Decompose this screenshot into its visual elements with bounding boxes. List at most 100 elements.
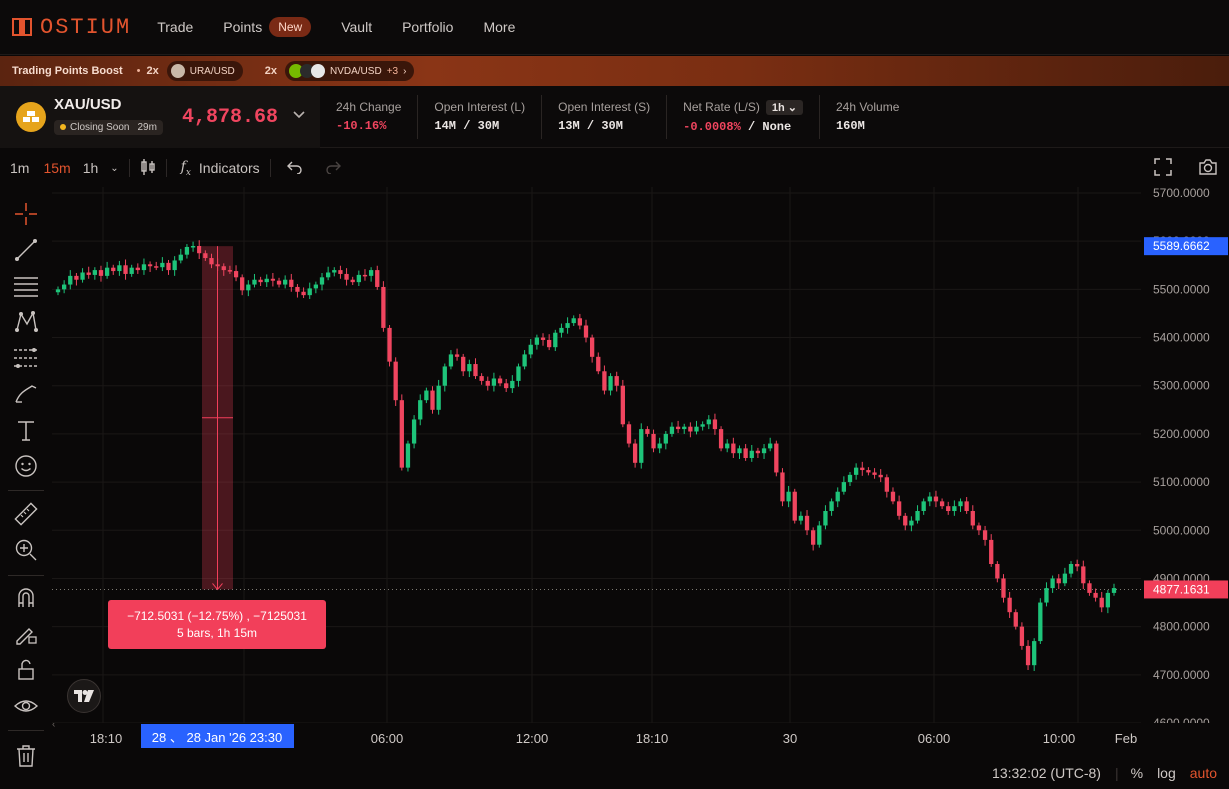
chevron-right-icon: › <box>403 65 407 77</box>
redo-icon[interactable] <box>325 160 341 177</box>
fullscreen-icon[interactable] <box>1154 157 1172 179</box>
scroll-left-icon[interactable]: ‹ <box>52 723 55 730</box>
brush-icon[interactable] <box>12 380 40 408</box>
timeframe-1m[interactable]: 1m <box>10 160 30 176</box>
eye-icon[interactable] <box>12 692 40 720</box>
stat-label: 24h Change <box>336 100 402 114</box>
candle <box>786 485 791 508</box>
candle <box>319 272 325 291</box>
candle <box>823 505 828 530</box>
candle-body <box>700 424 705 427</box>
candle <box>952 500 957 516</box>
time-axis[interactable]: 18:10 06:00 12:00 18:10 30 06:00 10:00 Feb 28 、 … <box>52 723 1141 753</box>
emoji-icon[interactable] <box>12 452 40 480</box>
candle <box>528 338 533 359</box>
candle <box>1007 591 1012 618</box>
candle <box>1093 588 1098 602</box>
candle <box>264 274 269 287</box>
candle <box>405 440 411 472</box>
candle <box>878 469 883 483</box>
ruler-icon[interactable] <box>12 500 40 528</box>
candle <box>368 267 374 282</box>
candle-body <box>485 380 490 386</box>
candles-icon[interactable] <box>140 158 156 179</box>
unlock-icon[interactable] <box>12 656 40 684</box>
boost-pair-nvda-label: NVDA/USD <box>330 65 382 77</box>
candle-body <box>147 264 153 267</box>
price-tick-label: 5000.0000 <box>1153 523 1210 537</box>
candle-body <box>602 371 607 391</box>
boost-pair-nvda[interactable]: NVDA/USD +3 › <box>285 61 415 81</box>
magnet-icon[interactable] <box>12 584 40 612</box>
price-chart[interactable] <box>52 187 1141 723</box>
candle <box>129 264 134 277</box>
trash-icon[interactable] <box>12 742 40 770</box>
log-scale-toggle[interactable]: log <box>1157 765 1176 781</box>
nav-points-label: Points <box>223 19 263 35</box>
candle-body <box>522 354 527 367</box>
candle <box>645 426 650 437</box>
candle-body <box>982 530 988 540</box>
trend-line-icon[interactable] <box>12 236 40 264</box>
candle <box>565 317 570 334</box>
candle <box>485 376 490 391</box>
stat-label-row: Net Rate (L/S) 1h ⌄ <box>683 99 803 115</box>
chevron-down-icon[interactable]: ⌄ <box>110 162 119 174</box>
text-icon[interactable] <box>12 416 40 444</box>
candle-body <box>1105 592 1111 608</box>
candle <box>989 534 994 567</box>
undo-icon[interactable] <box>286 160 303 177</box>
fib-retracement-icon[interactable] <box>12 344 40 372</box>
tradingview-logo-icon[interactable] <box>67 679 101 713</box>
candle <box>258 276 263 286</box>
draw-lock-icon[interactable] <box>12 620 40 648</box>
candle-body <box>86 272 91 275</box>
candle <box>1099 591 1104 613</box>
horizontal-lines-icon[interactable] <box>12 272 40 300</box>
points-boost-bar[interactable]: Trading Points Boost • 2x URA/USD 2x NVD… <box>0 56 1229 86</box>
nav-trade[interactable]: Trade <box>157 19 193 35</box>
stat-value: 13M / 30M <box>558 119 623 133</box>
camera-icon[interactable] <box>1198 158 1218 179</box>
candle-body <box>338 270 343 274</box>
stat-24h-change: 24h Change -10.16% <box>320 94 419 139</box>
candle <box>209 253 214 269</box>
nav-more[interactable]: More <box>483 19 515 35</box>
time-tick-label: Feb <box>1115 731 1137 746</box>
zoom-in-icon[interactable] <box>12 536 40 564</box>
candle-body <box>344 273 349 280</box>
clock-timezone[interactable]: 13:32:02 (UTC-8) <box>992 765 1101 781</box>
candle <box>774 440 779 477</box>
boost-pair-ura[interactable]: URA/USD <box>166 61 243 81</box>
candle-body <box>123 265 128 274</box>
brand-logo[interactable]: OSTIUM <box>12 15 131 40</box>
stat-value: -0.0008% <box>683 119 741 134</box>
timeframe-15m[interactable]: 15m <box>43 160 71 176</box>
net-rate-timeframe: 1h <box>771 101 785 114</box>
candle <box>927 492 932 507</box>
candle-body <box>774 443 779 473</box>
chevron-down-icon: ⌄ <box>787 101 797 114</box>
pattern-icon[interactable] <box>12 308 40 336</box>
boost-pair-ura-label: URA/USD <box>189 65 235 77</box>
candle <box>737 445 742 459</box>
candle <box>614 371 619 392</box>
indicators-button[interactable]: fx Indicators <box>181 159 260 178</box>
closing-soon-badge: Closing Soon 29m <box>54 119 163 135</box>
percent-scale-toggle[interactable]: % <box>1130 765 1144 781</box>
candle-body <box>1099 597 1104 608</box>
candle-body <box>663 433 668 444</box>
timeframe-1h[interactable]: 1h <box>82 160 99 176</box>
nav-points[interactable]: Points New <box>223 17 312 37</box>
candle <box>915 505 920 524</box>
price-axis[interactable]: 5700.00005600.00005500.00005400.00005300… <box>1141 187 1229 723</box>
nav-vault[interactable]: Vault <box>341 19 372 35</box>
symbol-selector[interactable]: XAU/USD Closing Soon 29m 4,878.68 <box>0 85 320 148</box>
candle <box>706 415 711 430</box>
crosshair-icon[interactable] <box>12 200 40 228</box>
net-rate-timeframe-dropdown[interactable]: 1h ⌄ <box>765 99 803 115</box>
nav-portfolio[interactable]: Portfolio <box>402 19 453 35</box>
candle <box>55 286 61 296</box>
candle <box>583 319 589 343</box>
auto-scale-toggle[interactable]: auto <box>1189 765 1217 781</box>
